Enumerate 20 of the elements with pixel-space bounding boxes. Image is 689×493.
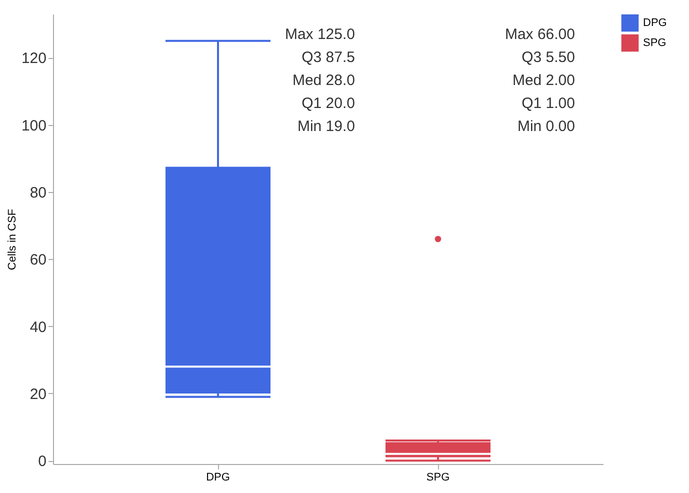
annotation: Min 0.00 <box>517 118 575 135</box>
annotation: Q1 1.00 <box>522 95 575 112</box>
y-tick-label: 120 <box>21 50 46 68</box>
y-tick-label: 80 <box>30 184 46 202</box>
annotation: Q3 5.50 <box>522 49 575 66</box>
y-tick-label: 100 <box>21 117 46 134</box>
annotation: Min 19.0 <box>297 118 355 135</box>
annotation: Med 2.00 <box>512 72 575 89</box>
annotation: Q3 87.5 <box>302 49 355 66</box>
y-tick-label: 40 <box>30 318 46 336</box>
y-tick-label: 20 <box>30 386 46 403</box>
legend-label: DPG <box>643 17 667 29</box>
legend-label: SPG <box>643 37 666 49</box>
annotation: Med 28.0 <box>292 72 355 89</box>
y-tick-label: 0 <box>38 453 46 470</box>
y-tick-label: 60 <box>30 252 46 269</box>
annotation: Q1 20.0 <box>302 95 355 112</box>
annotation: Max 66.00 <box>504 26 575 43</box>
annotation: Max 125.0 <box>284 26 355 43</box>
y-axis-title: Cells in CSF <box>6 208 18 270</box>
